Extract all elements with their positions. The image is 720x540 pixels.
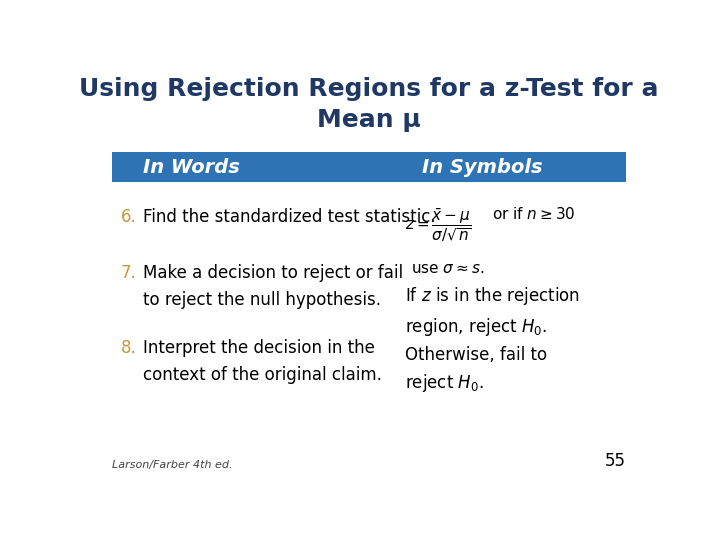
Text: $z = \dfrac{\bar{x} - \mu}{\sigma / \sqrt{n}}$: $z = \dfrac{\bar{x} - \mu}{\sigma / \sqr… [405,206,472,244]
Text: Larson/Farber 4th ed.: Larson/Farber 4th ed. [112,460,233,470]
FancyBboxPatch shape [112,152,626,182]
Text: 7.: 7. [121,265,137,282]
Text: 6.: 6. [121,208,137,226]
Text: In Words: In Words [143,158,240,177]
Text: Make a decision to reject or fail
to reject the null hypothesis.: Make a decision to reject or fail to rej… [143,265,403,309]
Text: 8.: 8. [121,339,137,357]
Text: use $\sigma \approx s$.: use $\sigma \approx s$. [411,261,485,276]
Text: Find the standardized test statistic.: Find the standardized test statistic. [143,208,436,226]
Text: If $z$ is in the rejection
region, reject $H_0$.
Otherwise, fail to
reject $H_0$: If $z$ is in the rejection region, rejec… [405,285,580,395]
Text: or if $n \geq 30$: or if $n \geq 30$ [492,206,575,222]
Text: In Symbols: In Symbols [422,158,543,177]
Text: Using Rejection Regions for a z-Test for a
Mean μ: Using Rejection Regions for a z-Test for… [79,77,659,132]
Text: Interpret the decision in the
context of the original claim.: Interpret the decision in the context of… [143,339,382,383]
Text: 55: 55 [605,452,626,470]
